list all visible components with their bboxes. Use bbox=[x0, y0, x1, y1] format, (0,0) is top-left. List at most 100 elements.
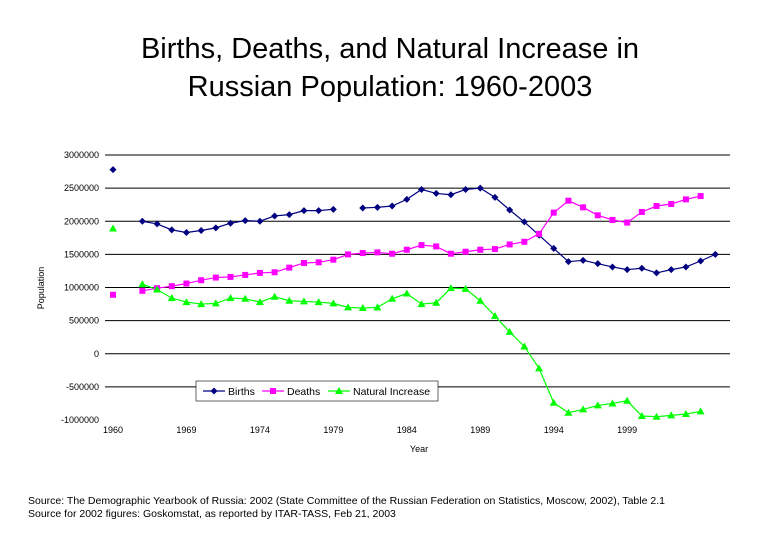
data-point-births bbox=[418, 185, 425, 193]
data-point-natural-increase bbox=[432, 298, 441, 306]
data-point-natural-increase bbox=[535, 364, 544, 372]
data-point-natural-increase bbox=[637, 412, 646, 420]
data-point-births bbox=[256, 217, 264, 225]
x-tick-label: 1994 bbox=[544, 425, 564, 435]
data-point-deaths bbox=[638, 208, 645, 215]
data-point-deaths bbox=[418, 242, 425, 249]
data-point-deaths bbox=[345, 251, 352, 258]
data-point-deaths bbox=[477, 246, 484, 253]
data-point-births bbox=[388, 202, 396, 210]
data-point-natural-increase bbox=[652, 412, 661, 420]
data-point-deaths bbox=[359, 250, 366, 257]
data-point-natural-increase bbox=[417, 300, 426, 308]
data-point-natural-increase bbox=[153, 285, 162, 293]
x-tick-label: 1984 bbox=[397, 425, 417, 435]
data-point-births bbox=[491, 193, 499, 201]
data-point-natural-increase bbox=[696, 407, 705, 415]
y-tick-label: 500000 bbox=[69, 316, 99, 326]
x-axis-label: Year bbox=[410, 444, 428, 454]
data-point-natural-increase bbox=[402, 289, 411, 297]
chart-svg: 3000000 2500000 2000000 1500000 1000000 50000… bbox=[36, 150, 730, 454]
x-tick-label: 1989 bbox=[470, 425, 490, 435]
data-point-births bbox=[550, 244, 558, 252]
data-point-deaths bbox=[594, 212, 601, 219]
data-point-natural-increase bbox=[109, 224, 117, 232]
data-point-deaths bbox=[403, 246, 410, 253]
data-point-deaths bbox=[521, 238, 528, 245]
series-line-births bbox=[362, 187, 716, 274]
data-point-births bbox=[300, 207, 308, 215]
data-point-births bbox=[227, 219, 235, 227]
data-point-deaths bbox=[697, 193, 704, 200]
data-point-births bbox=[315, 207, 323, 215]
data-point-natural-increase bbox=[579, 405, 588, 413]
data-point-births bbox=[373, 203, 381, 211]
data-point-births bbox=[594, 260, 602, 268]
data-point-natural-increase bbox=[667, 411, 676, 419]
data-point-natural-increase bbox=[549, 398, 558, 406]
data-point-deaths bbox=[315, 259, 322, 266]
data-point-deaths bbox=[168, 283, 175, 290]
data-point-natural-increase bbox=[344, 303, 353, 311]
data-point-natural-increase bbox=[461, 284, 470, 292]
legend-marker bbox=[210, 387, 218, 395]
data-point-births bbox=[241, 217, 249, 225]
data-point-deaths bbox=[433, 243, 440, 250]
y-tick-label: 0 bbox=[94, 349, 99, 359]
data-point-births bbox=[138, 217, 146, 225]
chart-title-line-1: Births, Deaths, and Natural Increase in bbox=[140, 33, 640, 65]
chart-title-line-2: Russian Population: 1960-2003 bbox=[187, 71, 593, 103]
data-point-births bbox=[109, 166, 117, 174]
data-point-births bbox=[359, 204, 367, 212]
data-point-deaths bbox=[139, 287, 146, 294]
data-point-births bbox=[153, 220, 161, 228]
x-tick-label: 1960 bbox=[103, 425, 123, 435]
data-point-deaths bbox=[491, 246, 498, 253]
data-point-deaths bbox=[110, 291, 116, 298]
data-point-deaths bbox=[242, 271, 249, 278]
data-point-births bbox=[432, 189, 440, 197]
data-point-deaths bbox=[212, 274, 219, 281]
legend-label: Deaths bbox=[287, 386, 320, 398]
x-tick-label: 1969 bbox=[176, 425, 196, 435]
source-line-2: Source for 2002 figures: Goskomstat, as … bbox=[28, 508, 396, 520]
legend-box bbox=[195, 380, 439, 402]
data-point-natural-increase bbox=[197, 300, 206, 308]
data-point-deaths bbox=[682, 196, 689, 203]
data-point-natural-increase bbox=[241, 294, 250, 302]
data-point-births bbox=[697, 257, 705, 265]
data-point-natural-increase bbox=[255, 298, 264, 306]
data-point-natural-increase bbox=[681, 410, 690, 418]
data-point-deaths bbox=[550, 209, 557, 216]
chart-title: Births, Deaths, and Natural Increase in … bbox=[0, 30, 780, 106]
data-point-births bbox=[506, 206, 514, 214]
data-point-births bbox=[403, 195, 411, 203]
data-point-natural-increase bbox=[226, 294, 235, 302]
legend-label: Natural Increase bbox=[353, 386, 430, 398]
data-point-deaths bbox=[609, 216, 616, 223]
x-tick-label: 1999 bbox=[617, 425, 637, 435]
data-point-deaths bbox=[668, 201, 675, 208]
data-point-births bbox=[682, 263, 690, 271]
data-point-births bbox=[564, 258, 572, 266]
data-point-natural-increase bbox=[520, 342, 529, 350]
data-point-deaths bbox=[506, 241, 513, 248]
data-point-natural-increase bbox=[167, 294, 176, 302]
y-tick-labels: 3000000 2500000 2000000 1500000 1000000 50000… bbox=[61, 150, 99, 425]
data-point-natural-increase bbox=[329, 299, 338, 307]
y-tick-label: 1500000 bbox=[64, 249, 99, 259]
data-point-natural-increase bbox=[182, 298, 191, 306]
data-point-natural-increase bbox=[373, 303, 382, 311]
data-point-deaths bbox=[374, 249, 381, 256]
data-point-natural-increase bbox=[138, 280, 147, 288]
data-point-natural-increase bbox=[608, 399, 617, 407]
gridlines bbox=[105, 154, 730, 388]
data-point-natural-increase bbox=[299, 297, 308, 305]
y-axis-label: Population bbox=[36, 267, 46, 310]
data-point-births bbox=[168, 226, 176, 234]
chart-legend: Births Deaths Natural Increase bbox=[195, 380, 439, 402]
data-point-births bbox=[329, 205, 337, 213]
data-point-natural-increase bbox=[446, 284, 455, 292]
y-tick-label: 3000000 bbox=[64, 150, 99, 160]
x-tick-label: 1974 bbox=[250, 425, 270, 435]
